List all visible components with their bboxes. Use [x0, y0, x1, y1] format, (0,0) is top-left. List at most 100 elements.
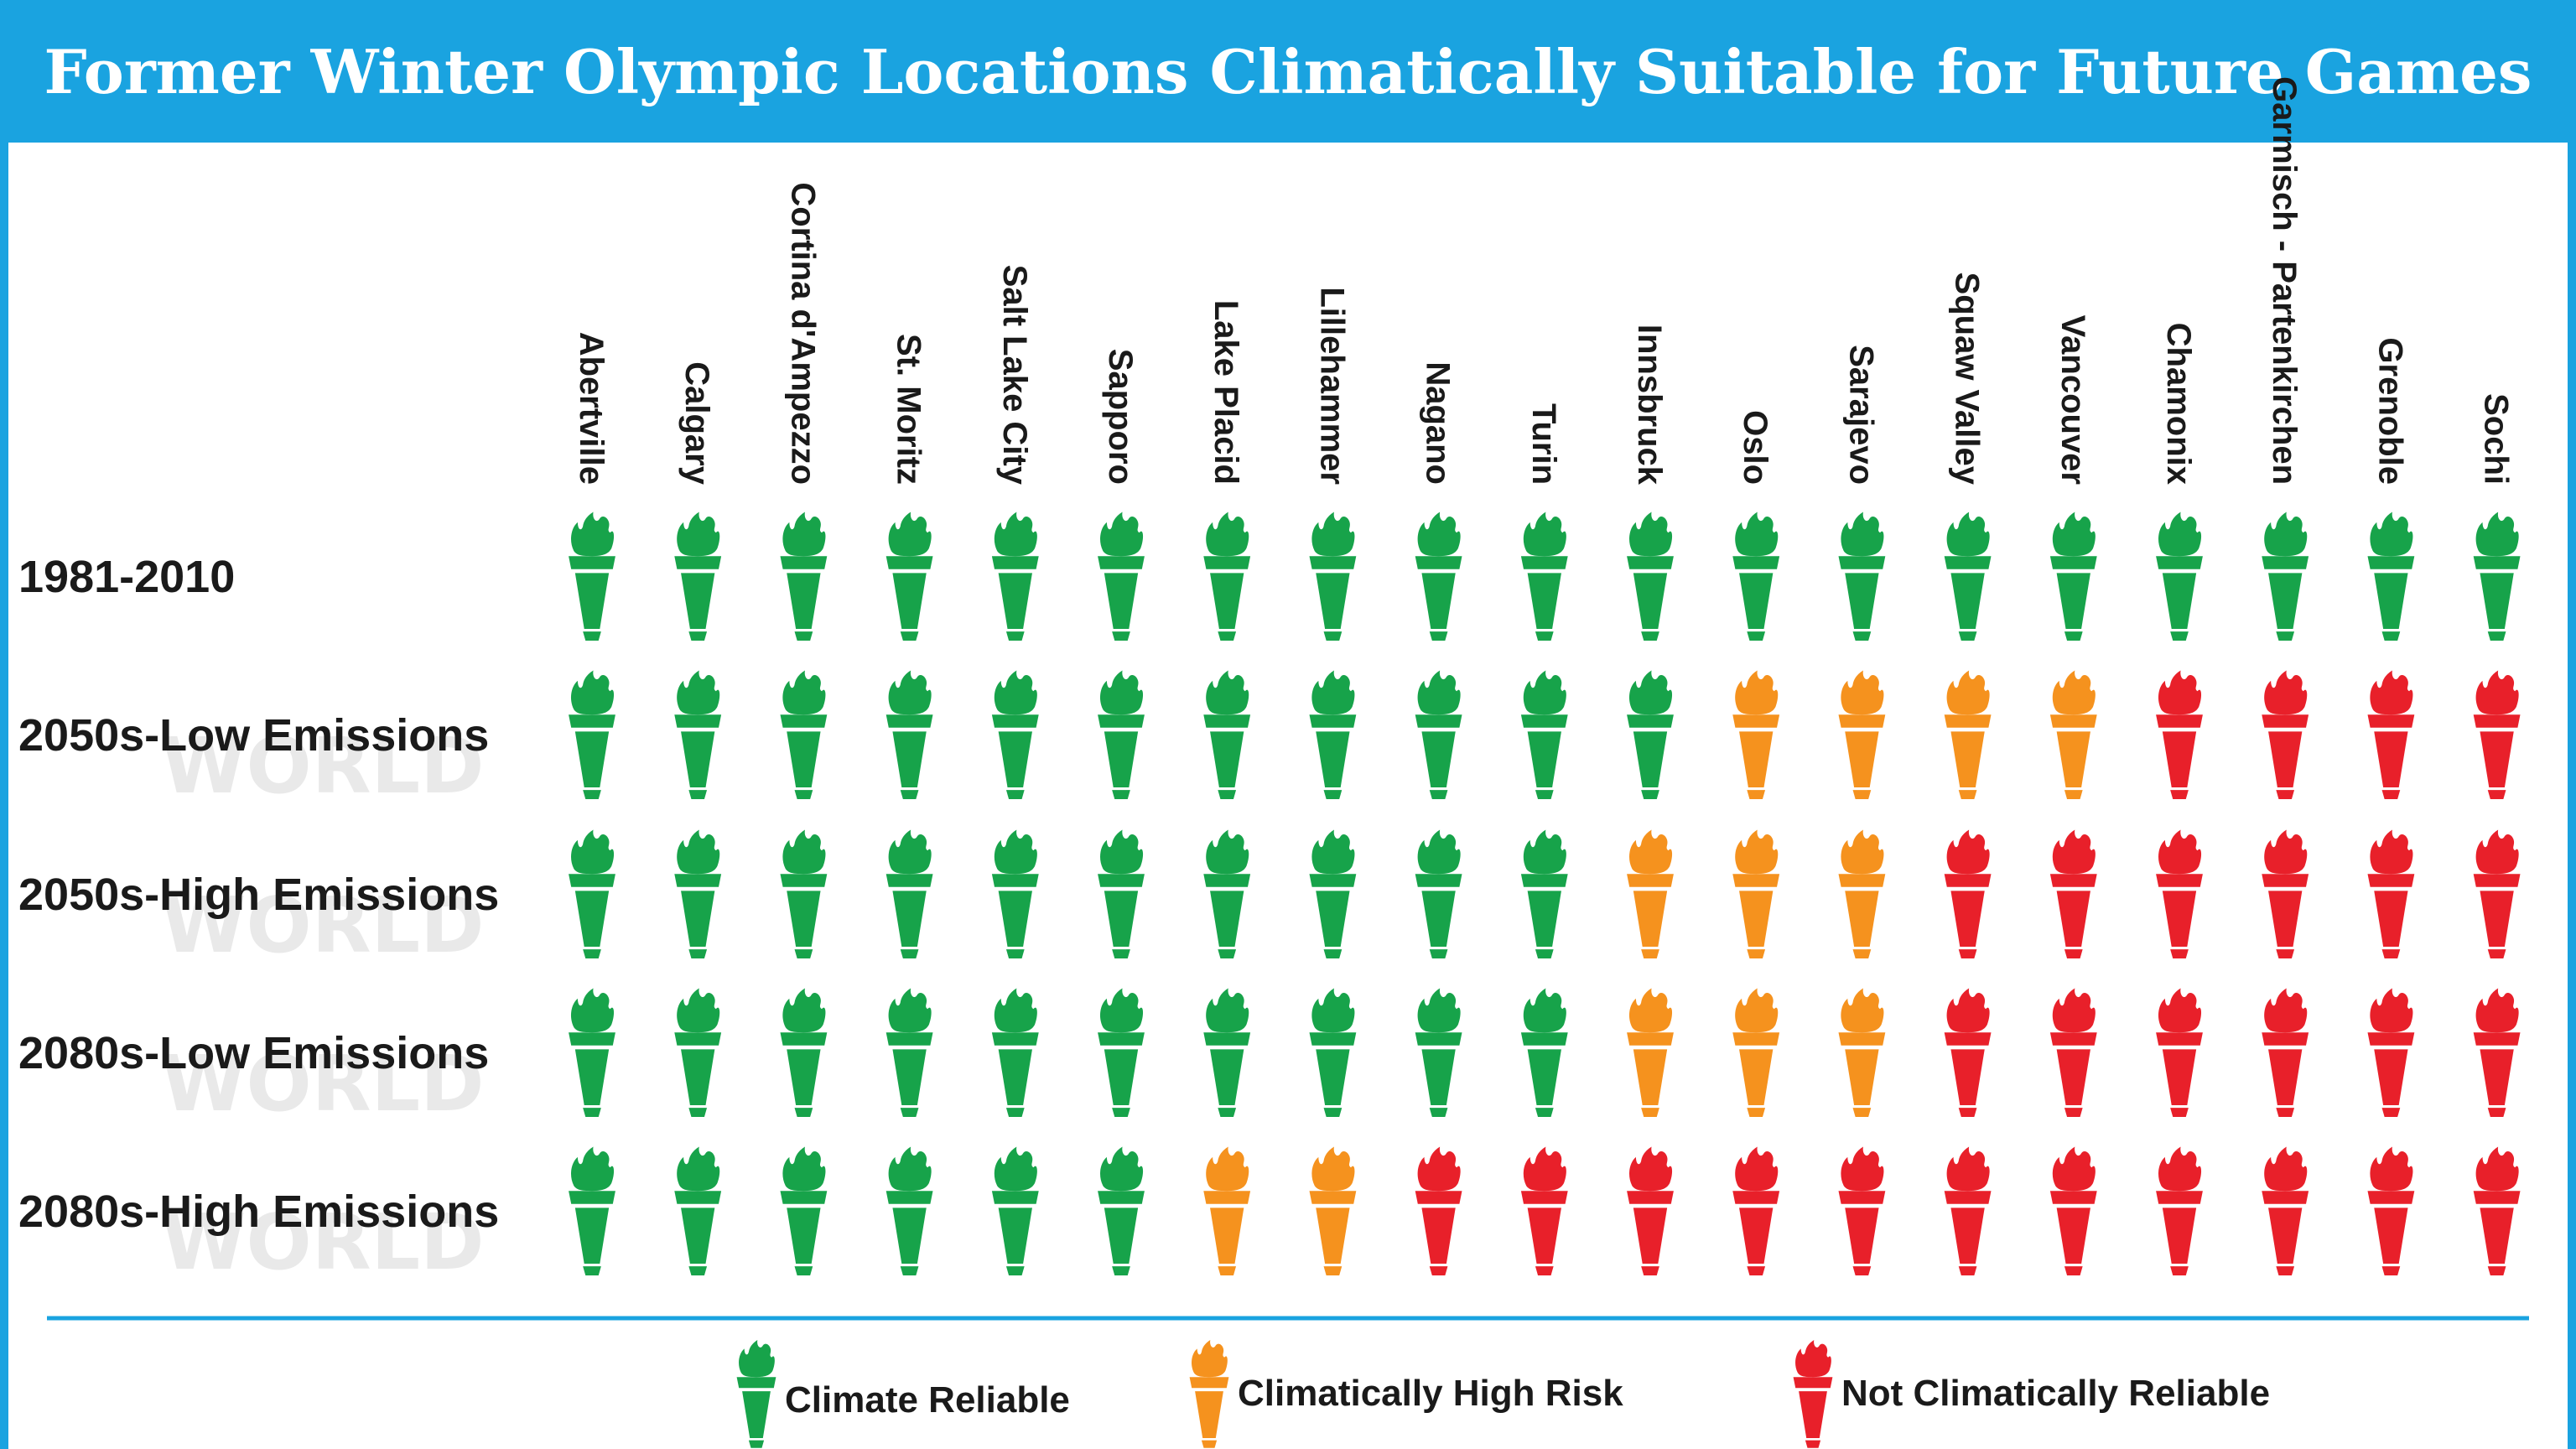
torch-icon	[2262, 829, 2309, 958]
torch-icon	[2156, 1146, 2203, 1275]
torch-icon	[1520, 829, 1568, 958]
torch-icon	[1098, 512, 1145, 641]
torch-icon	[2262, 512, 2309, 641]
torch-icon	[1415, 988, 1462, 1117]
torch-icon	[2049, 829, 2097, 958]
torch-icon	[886, 1146, 933, 1275]
torch-icon	[2156, 988, 2203, 1117]
torch-icon	[2473, 988, 2521, 1117]
torch-icon	[1309, 829, 1357, 958]
torch-icon	[991, 670, 1039, 799]
column-label: Sapporo	[1102, 349, 1139, 485]
chart-title: Former Winter Olympic Locations Climatic…	[44, 35, 2532, 107]
torch-icon	[2262, 988, 2309, 1117]
column-label: Turin	[1525, 403, 1562, 485]
torch-icon	[780, 829, 828, 958]
torch-icon	[991, 829, 1039, 958]
torch-icon	[1944, 1146, 1992, 1275]
legend-torch-icon	[736, 1340, 776, 1448]
torch-icon	[2049, 988, 2097, 1117]
torch-icon	[886, 988, 933, 1117]
title-bar: Former Winter Olympic Locations Climatic…	[0, 0, 2576, 143]
row-label: 1981-2010	[18, 552, 235, 602]
column-label: Garmisch - Partenkirchen	[2266, 76, 2303, 485]
legend-torch-icon	[1793, 1340, 1833, 1448]
column-label: Innsbruck	[1631, 325, 1668, 486]
column-label: Sochi	[2478, 393, 2515, 485]
column-label: Squaw Valley	[1949, 273, 1986, 486]
torch-icon	[2367, 512, 2415, 641]
torch-icon	[1415, 670, 1462, 799]
watermark-text: WORLD	[161, 1197, 485, 1287]
watermark-text: WORLD	[161, 1039, 485, 1129]
torch-icon	[2049, 1146, 2097, 1275]
torch-icon	[1520, 512, 1568, 641]
torch-icon	[886, 829, 933, 958]
torch-icon	[991, 1146, 1039, 1275]
column-label: Oslo	[1737, 410, 1774, 485]
torch-icon	[674, 988, 722, 1117]
torch-icon	[1944, 512, 1992, 641]
torch-icon	[1944, 829, 1992, 958]
torch-icon	[2473, 670, 2521, 799]
torch-icon	[2262, 1146, 2309, 1275]
legend-label: Climate Reliable	[785, 1379, 1070, 1420]
torch-icon	[674, 1146, 722, 1275]
torch-icon	[1415, 1146, 1462, 1275]
torch-icon	[1944, 988, 1992, 1117]
torch-icon	[569, 829, 615, 958]
torch-icon	[1732, 670, 1780, 799]
torch-icon	[2049, 670, 2097, 799]
column-label: St. Moritz	[891, 334, 927, 485]
torch-icon	[1732, 512, 1780, 641]
torch-icon	[674, 829, 722, 958]
torch-icon	[1520, 1146, 1568, 1275]
torch-icon	[2367, 988, 2415, 1117]
torch-icon	[569, 670, 615, 799]
torch-icon	[1732, 829, 1780, 958]
row-label: 2050s-High Emissions	[18, 870, 499, 920]
torch-icon	[2156, 670, 2203, 799]
torch-icon	[2049, 512, 2097, 641]
torch-icon	[780, 670, 828, 799]
torch-icon	[1520, 988, 1568, 1117]
torch-icon	[1203, 512, 1251, 641]
column-label: Lake Placid	[1208, 300, 1244, 485]
column-label: Abertville	[573, 332, 610, 485]
torch-icon	[2156, 829, 2203, 958]
legend-label: Climatically High Risk	[1238, 1373, 1623, 1414]
torch-icon	[991, 512, 1039, 641]
torch-icon	[2367, 829, 2415, 958]
torch-icon	[2473, 1146, 2521, 1275]
torch-icon	[1203, 670, 1251, 799]
torch-icon	[2473, 829, 2521, 958]
torch-icon	[1627, 829, 1674, 958]
row-label: 2050s-Low Emissions	[18, 710, 489, 761]
torch-icon	[569, 1146, 615, 1275]
row-label: 2080s-Low Emissions	[18, 1028, 489, 1078]
torch-icon	[1627, 670, 1674, 799]
torch-icon	[1098, 670, 1145, 799]
column-label: Vancouver	[2054, 315, 2091, 485]
torch-icon	[886, 512, 933, 641]
torch-icon	[674, 512, 722, 641]
torch-icon	[780, 1146, 828, 1275]
torch-icon	[886, 670, 933, 799]
torch-icon	[1309, 670, 1357, 799]
torch-icon	[2262, 670, 2309, 799]
torch-icon	[1098, 988, 1145, 1117]
torch-icon	[2156, 512, 2203, 641]
torch-icon	[2367, 1146, 2415, 1275]
torch-icon	[1627, 512, 1674, 641]
torch-icon	[1098, 829, 1145, 958]
torch-icon	[1415, 829, 1462, 958]
torch-icon	[1838, 670, 1886, 799]
torch-icon	[1838, 988, 1886, 1117]
torch-icon	[1627, 988, 1674, 1117]
torch-icon	[1309, 512, 1357, 641]
column-label: Sarajevo	[1842, 345, 1879, 485]
column-label: Lillehammer	[1313, 287, 1350, 485]
torch-icon	[1838, 829, 1886, 958]
